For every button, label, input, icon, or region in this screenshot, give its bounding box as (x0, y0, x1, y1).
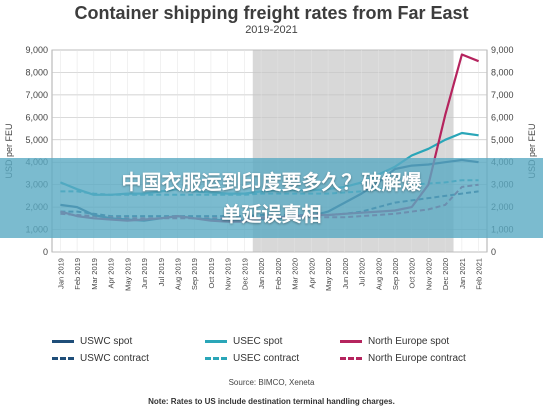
legend-swatch-usec-contract (205, 357, 227, 360)
y-tick-label-left: 8,000 (25, 67, 48, 77)
y-tick-label-right: 7,000 (491, 90, 514, 100)
x-tick-label: May 2020 (324, 258, 333, 291)
x-tick-label: Jul 2019 (157, 258, 166, 286)
footnote: Note: Rates to US include destination te… (148, 397, 395, 406)
x-tick-label: May 2019 (123, 258, 132, 291)
x-tick-label: Feb 2019 (73, 258, 82, 290)
x-tick-label: Apr 2019 (107, 258, 116, 288)
legend-swatch-uswc-spot (52, 340, 74, 343)
legend-item-uswc-spot: USWC spot (52, 336, 132, 347)
x-tick-label: Sep 2019 (190, 258, 199, 290)
y-tick-label-right: 0 (491, 247, 496, 257)
y-tick-label-right: 5,000 (491, 135, 514, 145)
x-tick-label: Feb 2020 (274, 258, 283, 290)
x-tick-label: Mar 2020 (291, 258, 300, 290)
legend-label-north-europe-spot: North Europe spot (368, 336, 450, 347)
y-tick-label-right: 6,000 (491, 112, 514, 122)
legend-swatch-uswc-contract (52, 357, 74, 360)
legend-item-north-europe-contract: North Europe contract (340, 353, 466, 364)
x-tick-label: Jan 2021 (458, 258, 467, 289)
x-tick-label: Dec 2019 (240, 258, 249, 290)
y-tick-label-left: 6,000 (25, 112, 48, 122)
x-tick-label: Jun 2019 (140, 258, 149, 289)
x-tick-label: Apr 2020 (307, 258, 316, 288)
x-tick-label: Jun 2020 (341, 258, 350, 289)
legend-swatch-usec-spot (205, 340, 227, 343)
y-tick-label-left: 5,000 (25, 135, 48, 145)
x-tick-label: Sep 2020 (391, 258, 400, 290)
y-tick-label-left: 7,000 (25, 90, 48, 100)
y-tick-label-right: 8,000 (491, 67, 514, 77)
y-tick-label-left: 9,000 (25, 45, 48, 55)
x-tick-label: Feb 2021 (475, 258, 484, 290)
legend-swatch-north-europe-spot (340, 340, 362, 343)
x-tick-label: Oct 2019 (207, 258, 216, 288)
x-tick-label: Dec 2020 (441, 258, 450, 290)
x-tick-label: Nov 2019 (224, 258, 233, 290)
legend-item-north-europe-spot: North Europe spot (340, 336, 449, 347)
y-axis-label-right: USD per FEU (527, 123, 537, 178)
x-tick-label: Mar 2019 (90, 258, 99, 290)
x-tick-label: Oct 2020 (408, 258, 417, 288)
legend-label-uswc-spot: USWC spot (80, 336, 133, 347)
legend-item-usec-spot: USEC spot (205, 336, 282, 347)
legend-item-uswc-contract: USWC contract (52, 353, 149, 364)
chart-title: Container shipping freight rates from Fa… (74, 3, 469, 23)
legend-label-uswc-contract: USWC contract (80, 353, 149, 364)
x-tick-label: Jul 2020 (358, 258, 367, 286)
overlay-banner-text: 中国衣服运到印度要多久？破解爆 单延误真相 (0, 166, 543, 230)
legend-swatch-north-europe-contract (340, 357, 362, 360)
legend-label-usec-spot: USEC spot (233, 336, 283, 347)
y-tick-label-right: 9,000 (491, 45, 514, 55)
legend-item-usec-contract: USEC contract (205, 353, 299, 364)
x-tick-label: Aug 2019 (173, 258, 182, 290)
x-tick-label: Nov 2020 (424, 258, 433, 290)
legend-label-north-europe-contract: North Europe contract (368, 353, 466, 364)
overlay-banner (0, 158, 543, 238)
x-tick-label: Jan 2020 (257, 258, 266, 289)
y-axis-label-left: USD per FEU (4, 123, 14, 178)
y-tick-label-left: 0 (43, 247, 48, 257)
x-tick-label: Jan 2019 (56, 258, 65, 289)
legend-label-usec-contract: USEC contract (233, 353, 300, 364)
overlay-banner-line-2: 单延误真相 (221, 202, 322, 226)
source-note: Source: BIMCO, Xeneta (228, 378, 315, 387)
chart-subtitle: 2019-2021 (245, 24, 298, 36)
x-tick-label: Aug 2020 (374, 258, 383, 290)
overlay-banner-line-1: 中国衣服运到印度要多久？破解爆 (121, 170, 422, 194)
